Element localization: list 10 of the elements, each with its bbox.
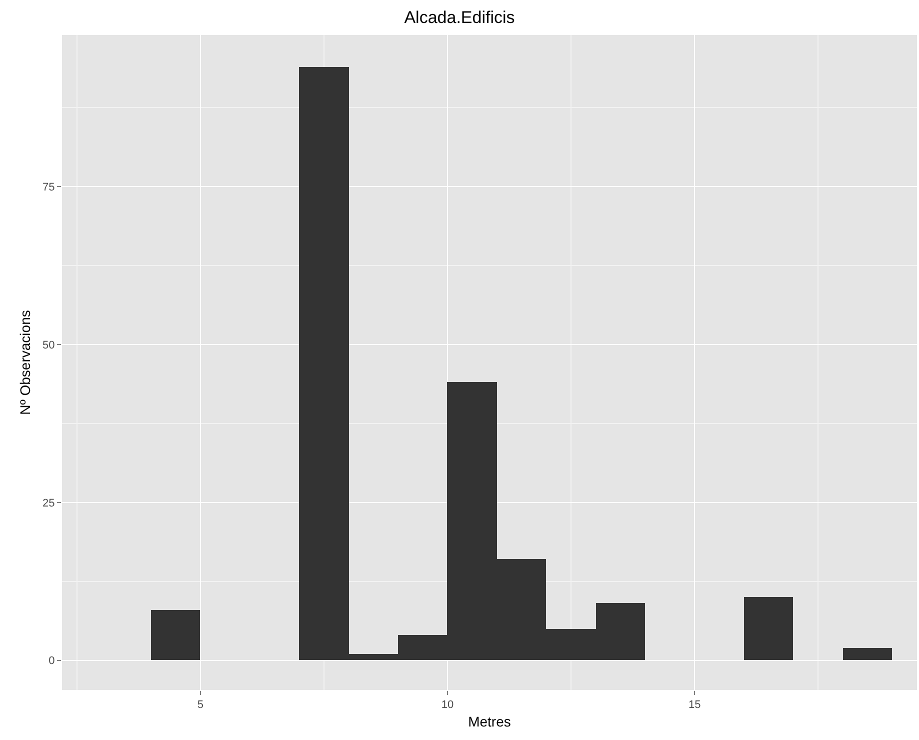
- y-tick-label: 50: [42, 339, 55, 352]
- x-tick-label: 10: [441, 699, 454, 712]
- y-axis-title: Nº Observacions: [17, 310, 34, 415]
- y-tick-label: 0: [48, 655, 55, 668]
- x-axis-title: Metres: [468, 714, 511, 730]
- x-tick-label: 5: [197, 699, 204, 712]
- y-tick-label: 25: [42, 497, 55, 510]
- x-tick-label: 15: [688, 699, 701, 712]
- y-tick-label: 75: [42, 181, 55, 194]
- chart-title: Alcada.Edificis: [404, 8, 515, 27]
